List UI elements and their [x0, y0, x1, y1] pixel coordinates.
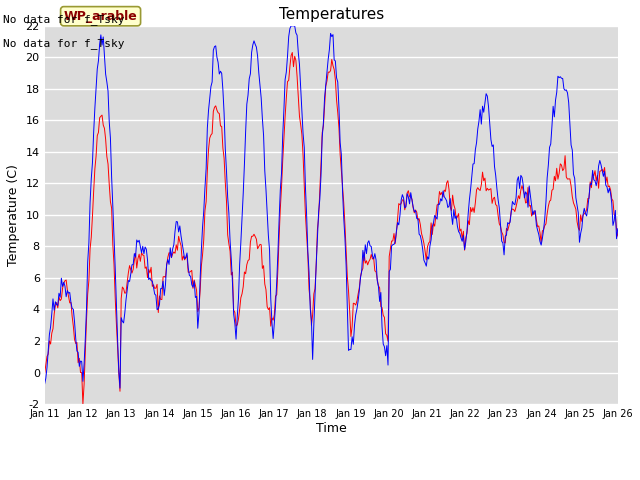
Tsurf: [287, 23, 295, 29]
Tsurf: [284, 53, 291, 59]
Tair: [41, 371, 49, 376]
Tsurf: [364, 240, 371, 246]
Tair: [364, 262, 371, 268]
Text: WP_arable: WP_arable: [64, 10, 138, 23]
Tair: [391, 240, 399, 246]
Tair: [614, 233, 621, 239]
Text: No data for f_Tsky: No data for f_Tsky: [3, 14, 125, 25]
Tsurf: [564, 90, 572, 96]
Tair: [465, 218, 472, 224]
Y-axis label: Temperature (C): Temperature (C): [7, 164, 20, 266]
Tair: [284, 79, 291, 84]
Tair: [564, 176, 572, 182]
Line: Tair: Tair: [45, 52, 618, 404]
Tsurf: [220, 110, 228, 116]
Tair: [289, 49, 296, 55]
Tsurf: [116, 385, 124, 391]
Tair: [79, 401, 87, 407]
X-axis label: Time: Time: [316, 421, 346, 435]
Text: No data for f_Tsky: No data for f_Tsky: [3, 38, 125, 49]
Title: Temperatures: Temperatures: [278, 7, 384, 22]
Tsurf: [41, 381, 49, 387]
Tsurf: [614, 226, 621, 231]
Tair: [220, 156, 228, 161]
Tsurf: [465, 211, 472, 216]
Tsurf: [391, 239, 399, 245]
Line: Tsurf: Tsurf: [45, 26, 618, 388]
